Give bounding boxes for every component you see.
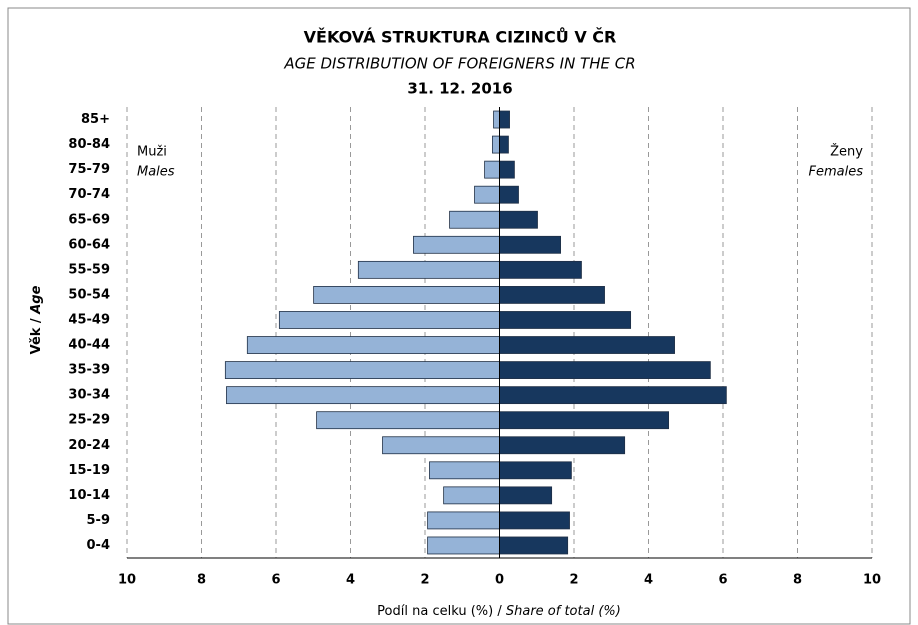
- bar: [499, 260, 582, 279]
- x-tick-label: 10: [118, 573, 136, 588]
- bar: [246, 336, 500, 354]
- annotation: Females: [809, 165, 864, 180]
- y-tick-label: 40-44: [68, 338, 110, 353]
- y-tick-label: 25-29: [68, 413, 110, 428]
- bar: [382, 436, 500, 455]
- annotation: Ženy: [830, 144, 863, 160]
- bar: [499, 185, 519, 204]
- bar: [499, 411, 670, 430]
- bar: [499, 461, 572, 480]
- x-tick-label: 4: [346, 573, 355, 588]
- x-tick-label: 4: [644, 573, 653, 588]
- x-axis-label-en: Share of total (%): [506, 604, 621, 619]
- bar: [357, 260, 500, 279]
- bar: [499, 286, 605, 304]
- y-tick-label: 60-64: [68, 237, 110, 252]
- chart-date: 31. 12. 2016: [407, 80, 512, 98]
- bar: [499, 486, 553, 505]
- x-axis-label-cz: Podíl na celku (%) /: [377, 604, 502, 619]
- bar: [492, 135, 500, 154]
- frame: [7, 7, 911, 625]
- x-tick-label: 10: [863, 573, 881, 588]
- x-tick-label: 2: [569, 573, 578, 588]
- y-axis-label-cz: Věk /: [29, 318, 44, 354]
- bar: [429, 461, 500, 480]
- bar: [278, 311, 500, 329]
- bar: [499, 135, 509, 154]
- bar: [413, 235, 500, 254]
- y-tick-label: 85+: [81, 112, 110, 127]
- y-tick-label: 45-49: [68, 312, 110, 327]
- bar: [449, 210, 500, 229]
- annotation: Muži: [137, 145, 167, 160]
- bar: [499, 311, 632, 329]
- bar: [499, 386, 727, 405]
- x-axis-label: Podíl na celku (%) / Share of total (%): [377, 604, 621, 619]
- y-tick-label: 15-19: [68, 463, 110, 478]
- bar: [499, 210, 538, 229]
- bar: [499, 336, 675, 354]
- bar: [499, 235, 561, 254]
- y-axis-label-en: Age: [29, 285, 44, 314]
- x-tick-label: 6: [718, 573, 727, 588]
- y-tick-label: 30-34: [68, 388, 110, 403]
- bar: [499, 110, 510, 129]
- chart-title: VĚKOVÁ STRUKTURA CIZINCŮ V ČR: [304, 28, 617, 47]
- bar: [224, 361, 500, 379]
- annotation: Males: [137, 165, 175, 180]
- bar: [443, 486, 500, 505]
- bar: [316, 411, 500, 430]
- y-axis-label: Věk / Age: [29, 285, 44, 354]
- bar: [499, 361, 711, 379]
- bar: [499, 511, 570, 530]
- y-tick-label: 80-84: [68, 137, 110, 152]
- x-tick-label: 8: [197, 573, 206, 588]
- x-tick-label: 2: [420, 573, 429, 588]
- y-tick-label: 35-39: [68, 363, 110, 378]
- bar: [427, 511, 500, 530]
- y-tick-label: 75-79: [68, 162, 110, 177]
- y-tick-label: 65-69: [68, 212, 110, 227]
- bar: [493, 110, 500, 129]
- bar: [499, 160, 515, 179]
- bar: [427, 536, 500, 555]
- chart-subtitle: AGE DISTRIBUTION OF FOREIGNERS IN THE CR: [283, 55, 635, 73]
- y-tick-label: 0-4: [87, 538, 111, 553]
- y-tick-label: 5-9: [87, 513, 111, 528]
- x-tick-label: 8: [793, 573, 802, 588]
- y-tick-label: 10-14: [68, 488, 110, 503]
- bar: [499, 436, 626, 455]
- x-tick-label: 0: [495, 573, 504, 588]
- bar: [313, 286, 500, 304]
- y-tick-label: 50-54: [68, 287, 110, 302]
- y-tick-label: 20-24: [68, 438, 110, 453]
- y-tick-label: 55-59: [68, 262, 110, 277]
- bar: [474, 185, 500, 204]
- x-tick-label: 6: [271, 573, 280, 588]
- bar: [226, 386, 500, 405]
- bar: [499, 536, 569, 555]
- bar: [484, 160, 500, 179]
- y-tick-label: 70-74: [68, 187, 110, 202]
